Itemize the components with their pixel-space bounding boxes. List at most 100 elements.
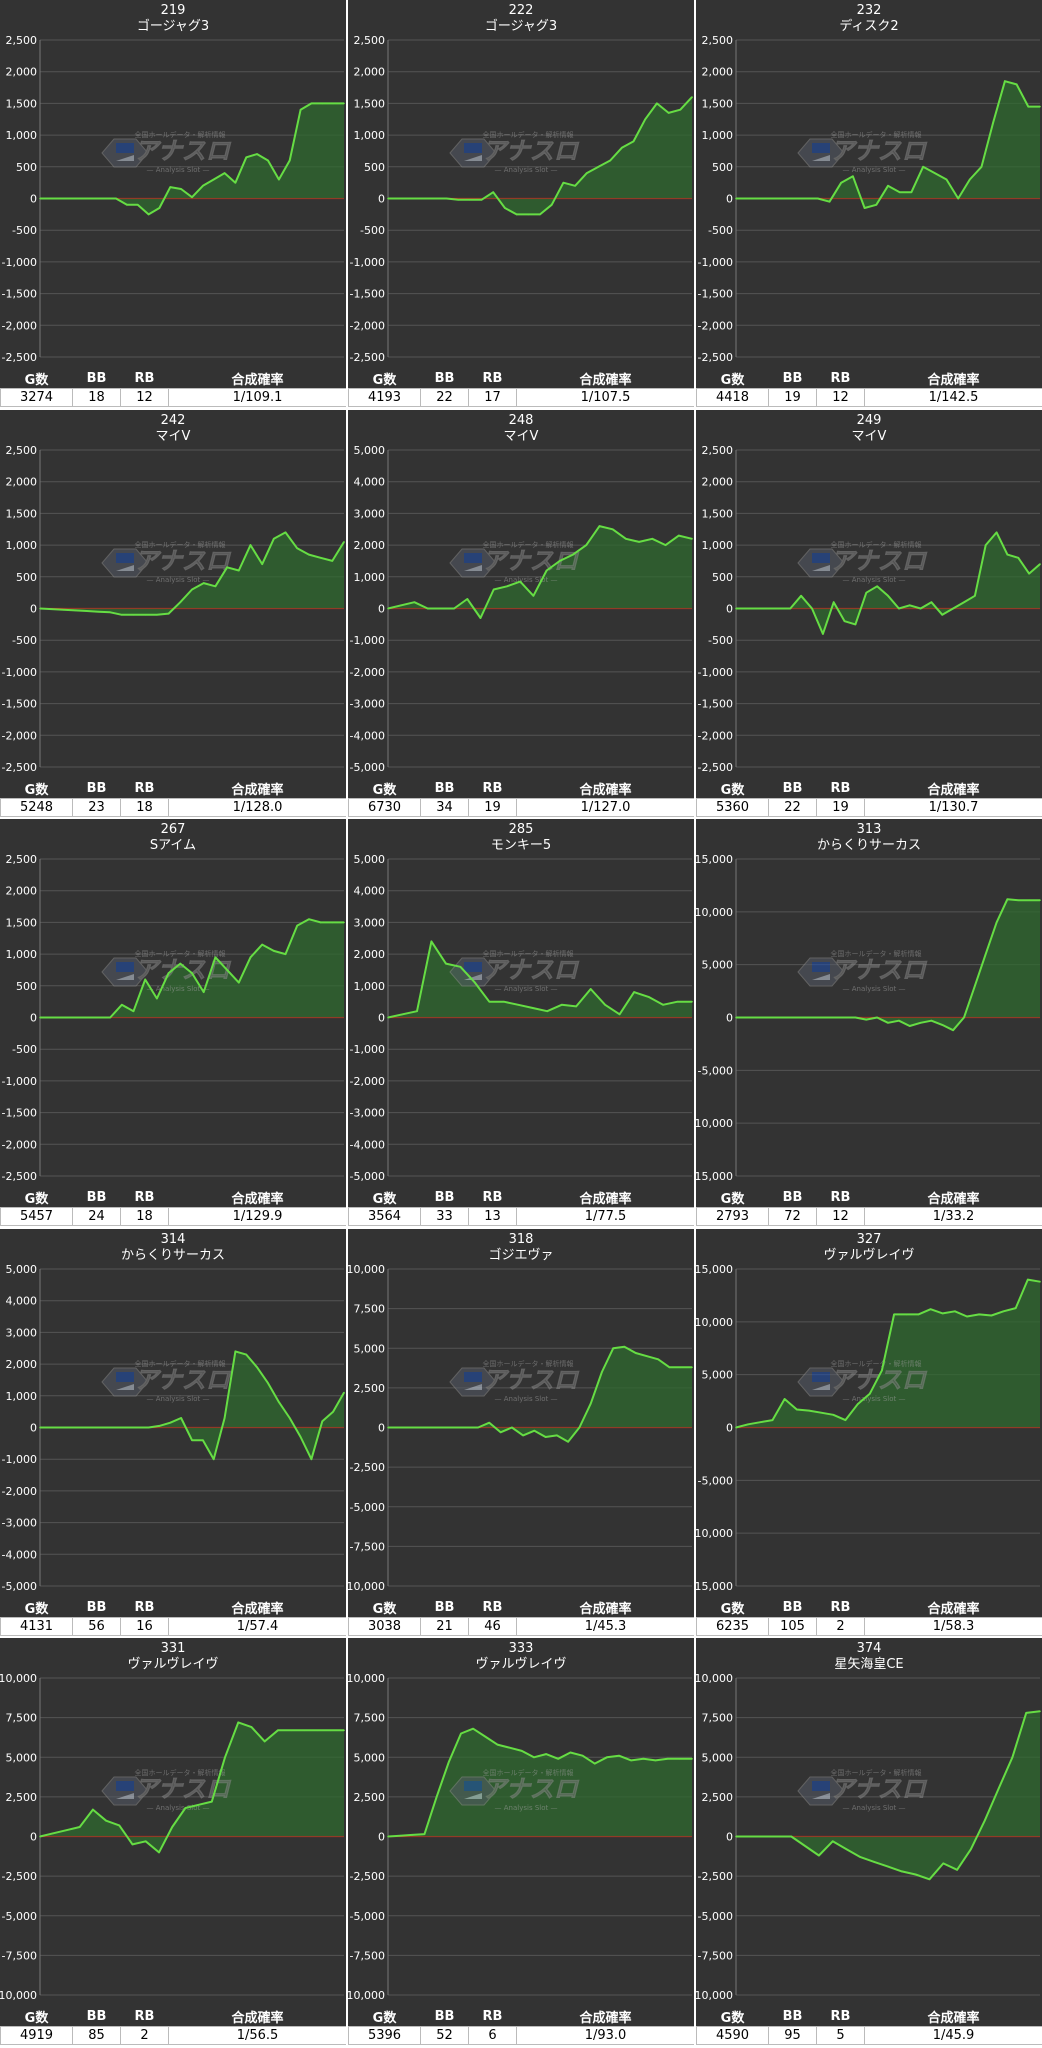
data-point	[910, 191, 913, 193]
y-tick-label: 2,000	[354, 539, 386, 552]
watermark-white-mark	[116, 974, 134, 980]
data-point	[93, 1426, 96, 1429]
machine-name: マイV	[155, 429, 191, 444]
data-point	[843, 1016, 846, 1019]
data-point	[735, 1426, 737, 1429]
stats-header: 合成確率	[864, 779, 1042, 799]
y-tick-label: 5,000	[6, 1751, 38, 1764]
y-tick-label: 0	[726, 1012, 733, 1025]
data-point	[211, 1800, 213, 1803]
stats-value-g: 4193	[348, 388, 421, 407]
data-point	[828, 200, 831, 203]
data-point	[238, 981, 240, 984]
data-point	[969, 178, 971, 181]
data-point	[496, 1743, 499, 1746]
stats-table: G数 BB RB 合成確率 4131 56 16 1/57.4	[0, 1598, 346, 1636]
watermark-sub-text: — Analysis Slot —	[147, 576, 210, 584]
data-point	[749, 1835, 751, 1838]
data-point	[638, 541, 640, 543]
y-tick-label: -2,000	[2, 1138, 37, 1151]
stats-value-g: 5457	[0, 1207, 73, 1226]
series-area	[736, 81, 1040, 208]
data-point	[191, 196, 193, 198]
data-point	[668, 1366, 671, 1369]
y-tick-label: 10,000	[348, 1263, 385, 1276]
chart-plot: 5,000 4,000 3,000 2,000 1,000 0 -1,000 -2,000 -3…	[2, 1263, 345, 1593]
data-point	[995, 921, 998, 924]
data-point	[459, 966, 462, 968]
y-tick-label: -500	[12, 224, 37, 237]
watermark-blue-mark	[812, 1372, 830, 1382]
data-point	[611, 528, 614, 531]
machine-number: 242	[160, 413, 186, 428]
data-point	[593, 1762, 596, 1765]
data-point	[39, 1426, 41, 1429]
chart-header: 242 マイV	[0, 410, 346, 448]
y-tick-label: 2,000	[6, 1358, 38, 1371]
y-tick-label: -2,000	[2, 319, 37, 332]
y-tick-label: -2,500	[698, 761, 733, 774]
stats-header: BB	[768, 1188, 817, 1208]
data-point	[508, 1746, 511, 1749]
y-tick-label: 0	[726, 1422, 733, 1435]
data-point	[818, 1854, 820, 1857]
watermark-brand-text: アナスロ	[482, 137, 580, 165]
data-point	[657, 1358, 659, 1361]
series-line	[387, 525, 693, 619]
data-point	[578, 1426, 581, 1429]
y-tick-label: 2,500	[354, 1382, 386, 1395]
chart-header: 285 モンキー5	[348, 819, 694, 857]
data-point	[234, 1350, 237, 1353]
data-point	[504, 207, 506, 209]
stats-header: G数	[0, 369, 73, 389]
data-point	[237, 1721, 240, 1724]
watermark-sub-text: — Analysis Slot —	[495, 985, 558, 993]
data-point	[503, 1000, 505, 1003]
machine-number: 331	[160, 1641, 186, 1656]
data-point	[474, 981, 476, 984]
watermark-white-mark	[464, 1793, 482, 1799]
watermark-blue-mark	[116, 1372, 134, 1382]
stats-header: 合成確率	[864, 2007, 1042, 2027]
y-tick-label: -7,500	[350, 1949, 385, 1962]
stats-header: RB	[468, 1598, 517, 1618]
stats-header: RB	[468, 2007, 517, 2027]
watermark-white-mark	[464, 974, 482, 980]
y-tick-label: 0	[30, 603, 37, 616]
y-tick-label: -2,000	[2, 729, 37, 742]
data-point	[50, 1016, 53, 1019]
y-tick-label: -7,500	[2, 1949, 37, 1962]
data-point	[691, 1366, 693, 1369]
y-tick-label: 1,000	[702, 129, 734, 142]
data-point	[941, 614, 944, 616]
stats-header: BB	[72, 1598, 121, 1618]
y-tick-label: -10,000	[348, 1580, 385, 1593]
watermark-white-mark	[116, 155, 134, 161]
y-tick-label: -15,000	[696, 1580, 733, 1593]
y-tick-label: -500	[360, 224, 385, 237]
y-tick-label: 500	[16, 571, 37, 584]
data-point	[556, 1434, 558, 1437]
watermark-blue-mark	[116, 553, 134, 563]
y-tick-label: -500	[12, 634, 37, 647]
data-point	[691, 96, 693, 98]
data-point	[399, 1834, 401, 1837]
y-tick-label: -5,000	[2, 1580, 37, 1593]
data-point	[132, 1010, 135, 1012]
data-point	[527, 213, 530, 216]
data-point	[445, 197, 448, 200]
data-point	[876, 1016, 878, 1019]
data-point	[963, 1016, 965, 1019]
y-tick-label: 2,500	[702, 34, 734, 47]
stats-value-rate: 1/127.0	[516, 798, 694, 817]
chart-panel: 314 からくりサーカス 5,000 4,000 3,000 2,000 1,000 0 -1,…	[0, 1229, 346, 1636]
y-tick-label: -10,000	[696, 1989, 733, 2002]
data-point	[387, 1426, 389, 1429]
data-point	[296, 547, 299, 550]
data-point	[273, 950, 275, 952]
machine-name: ヴァルヴレイヴ	[475, 1657, 567, 1672]
data-point	[664, 544, 667, 546]
series-area	[736, 1711, 1040, 1880]
data-point	[343, 1391, 345, 1394]
